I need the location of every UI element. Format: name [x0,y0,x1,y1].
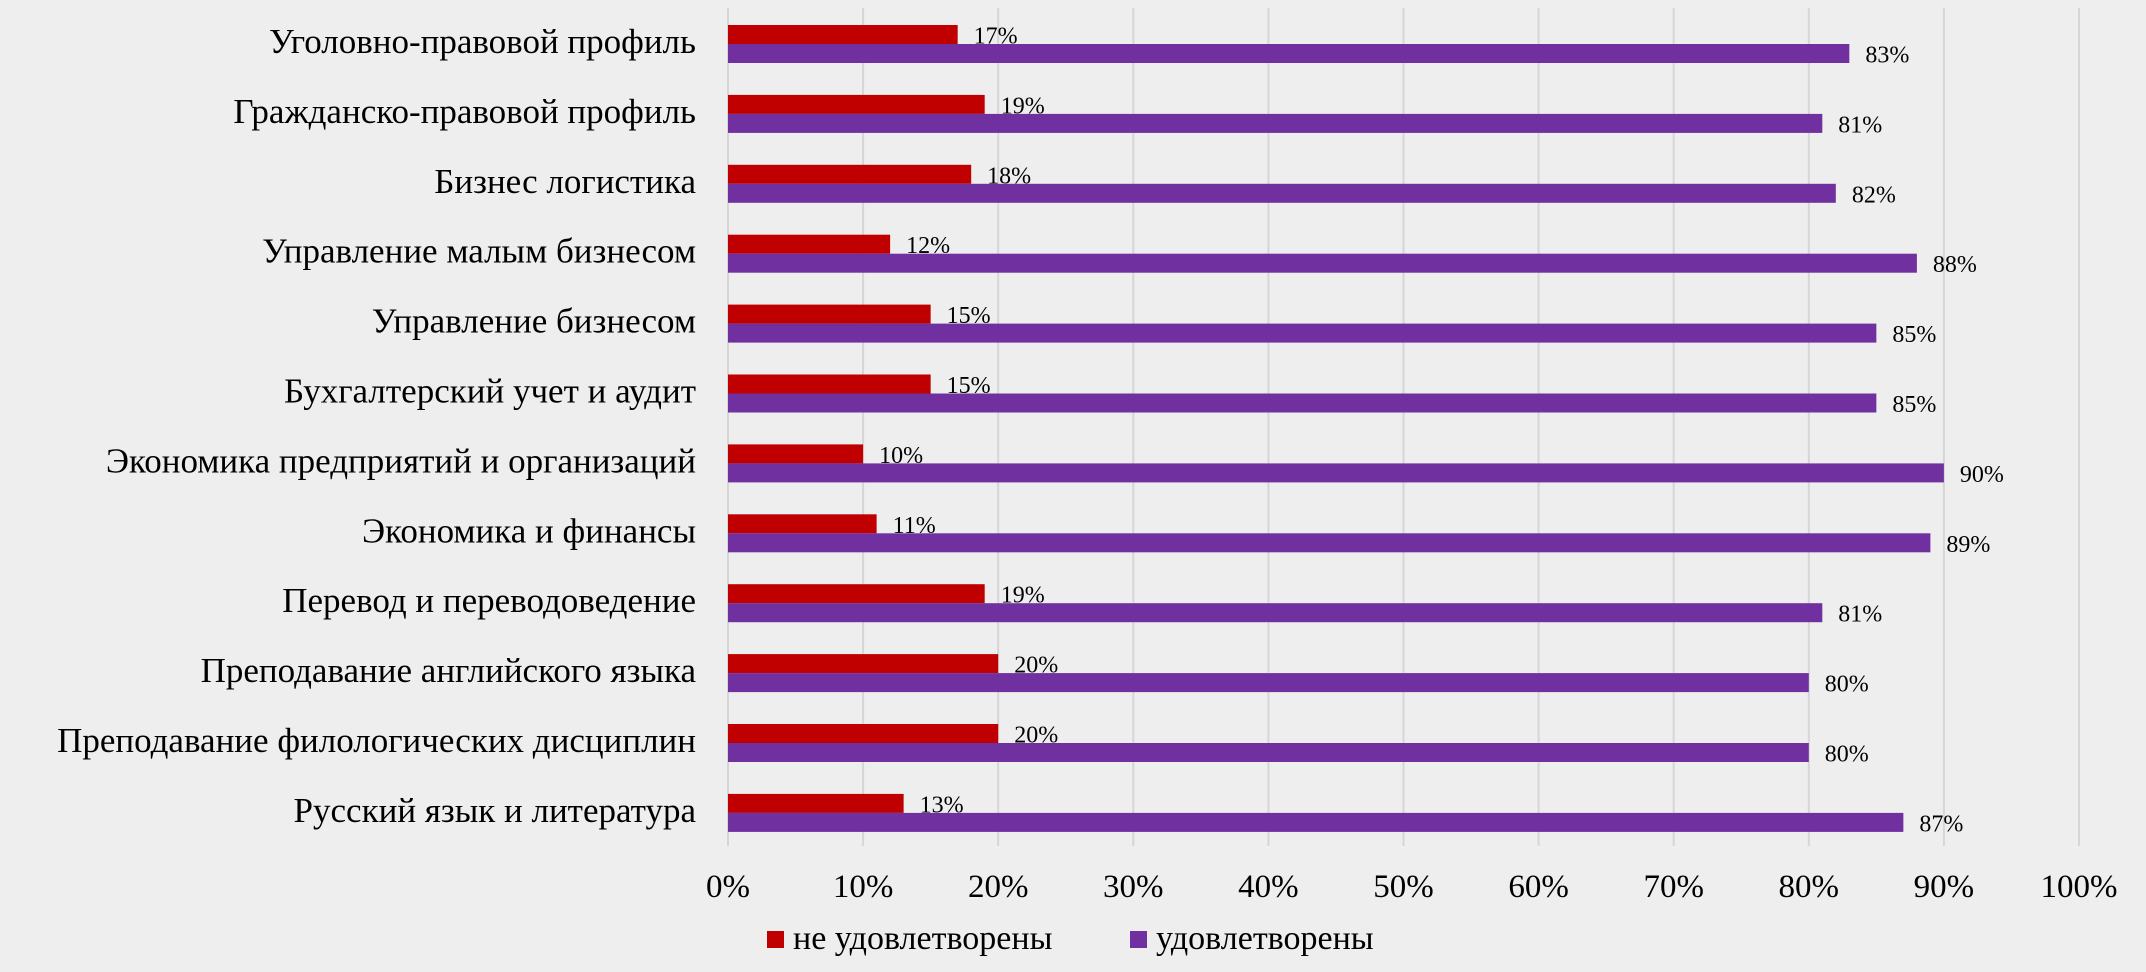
bar [728,164,972,184]
bar [728,253,1917,273]
bar [728,463,1944,483]
x-tick-label: 50% [1373,869,1434,905]
bar [728,94,985,114]
x-tick-label: 100% [2041,869,2118,905]
category-label: Управление бизнесом [372,302,696,341]
x-tick-label: 40% [1238,869,1299,905]
x-tick-label: 60% [1508,869,1569,905]
bar [728,603,1823,623]
bar [728,113,1823,133]
bar [728,323,1877,343]
category-label: Гражданско-правовой профиль [233,92,696,131]
bar [728,393,1877,413]
legend-label: не удовлетворены [793,920,1053,957]
bar [728,654,999,674]
bar [728,234,891,254]
x-tick-label: 90% [1914,869,1975,905]
category-label: Русский язык и литература [294,791,697,830]
data-label: 90% [1960,462,2004,488]
data-label: 80% [1825,672,1869,698]
data-label: 80% [1825,742,1869,768]
bar [728,584,985,604]
data-label: 87% [1919,811,1963,837]
category-label: Экономика предприятий и организаций [106,441,696,480]
data-label: 82% [1852,182,1896,208]
data-label: 85% [1892,322,1936,348]
x-tick-label: 80% [1779,869,1840,905]
data-label: 85% [1892,392,1936,418]
category-label: Преподавание английского языка [201,651,697,690]
category-label: Экономика и финансы [362,511,696,550]
x-tick-label: 70% [1643,869,1704,905]
bar [728,374,931,394]
data-label: 81% [1838,602,1882,628]
bar [728,304,931,324]
category-label: Преподавание филологических дисциплин [57,721,696,760]
bar [728,812,1904,832]
legend-label: удовлетворены [1156,920,1374,957]
bar [728,673,1809,693]
category-label: Перевод и переводоведение [282,581,696,620]
bar [728,25,958,44]
bar [728,724,999,743]
bar [728,793,904,813]
bar [728,44,1850,63]
category-label: Бизнес логистика [434,162,696,201]
data-label: 88% [1933,252,1977,278]
x-tick-label: 10% [833,869,894,905]
x-tick-label: 0% [706,869,750,905]
bar [728,514,877,534]
x-tick-label: 20% [968,869,1029,905]
data-label: 83% [1865,43,1909,69]
category-label: Управление малым бизнесом [262,232,696,271]
category-label: Бухгалтерский учет и аудит [284,371,696,410]
bar [728,444,864,464]
x-tick-label: 30% [1103,869,1164,905]
category-label: Уголовно-правовой профиль [269,22,696,61]
legend-swatch [1130,931,1147,948]
bar [728,183,1836,203]
data-label: 89% [1946,532,1990,558]
legend-swatch [767,931,784,948]
data-label: 81% [1838,112,1882,138]
bar [728,743,1809,762]
bar [728,533,1931,553]
